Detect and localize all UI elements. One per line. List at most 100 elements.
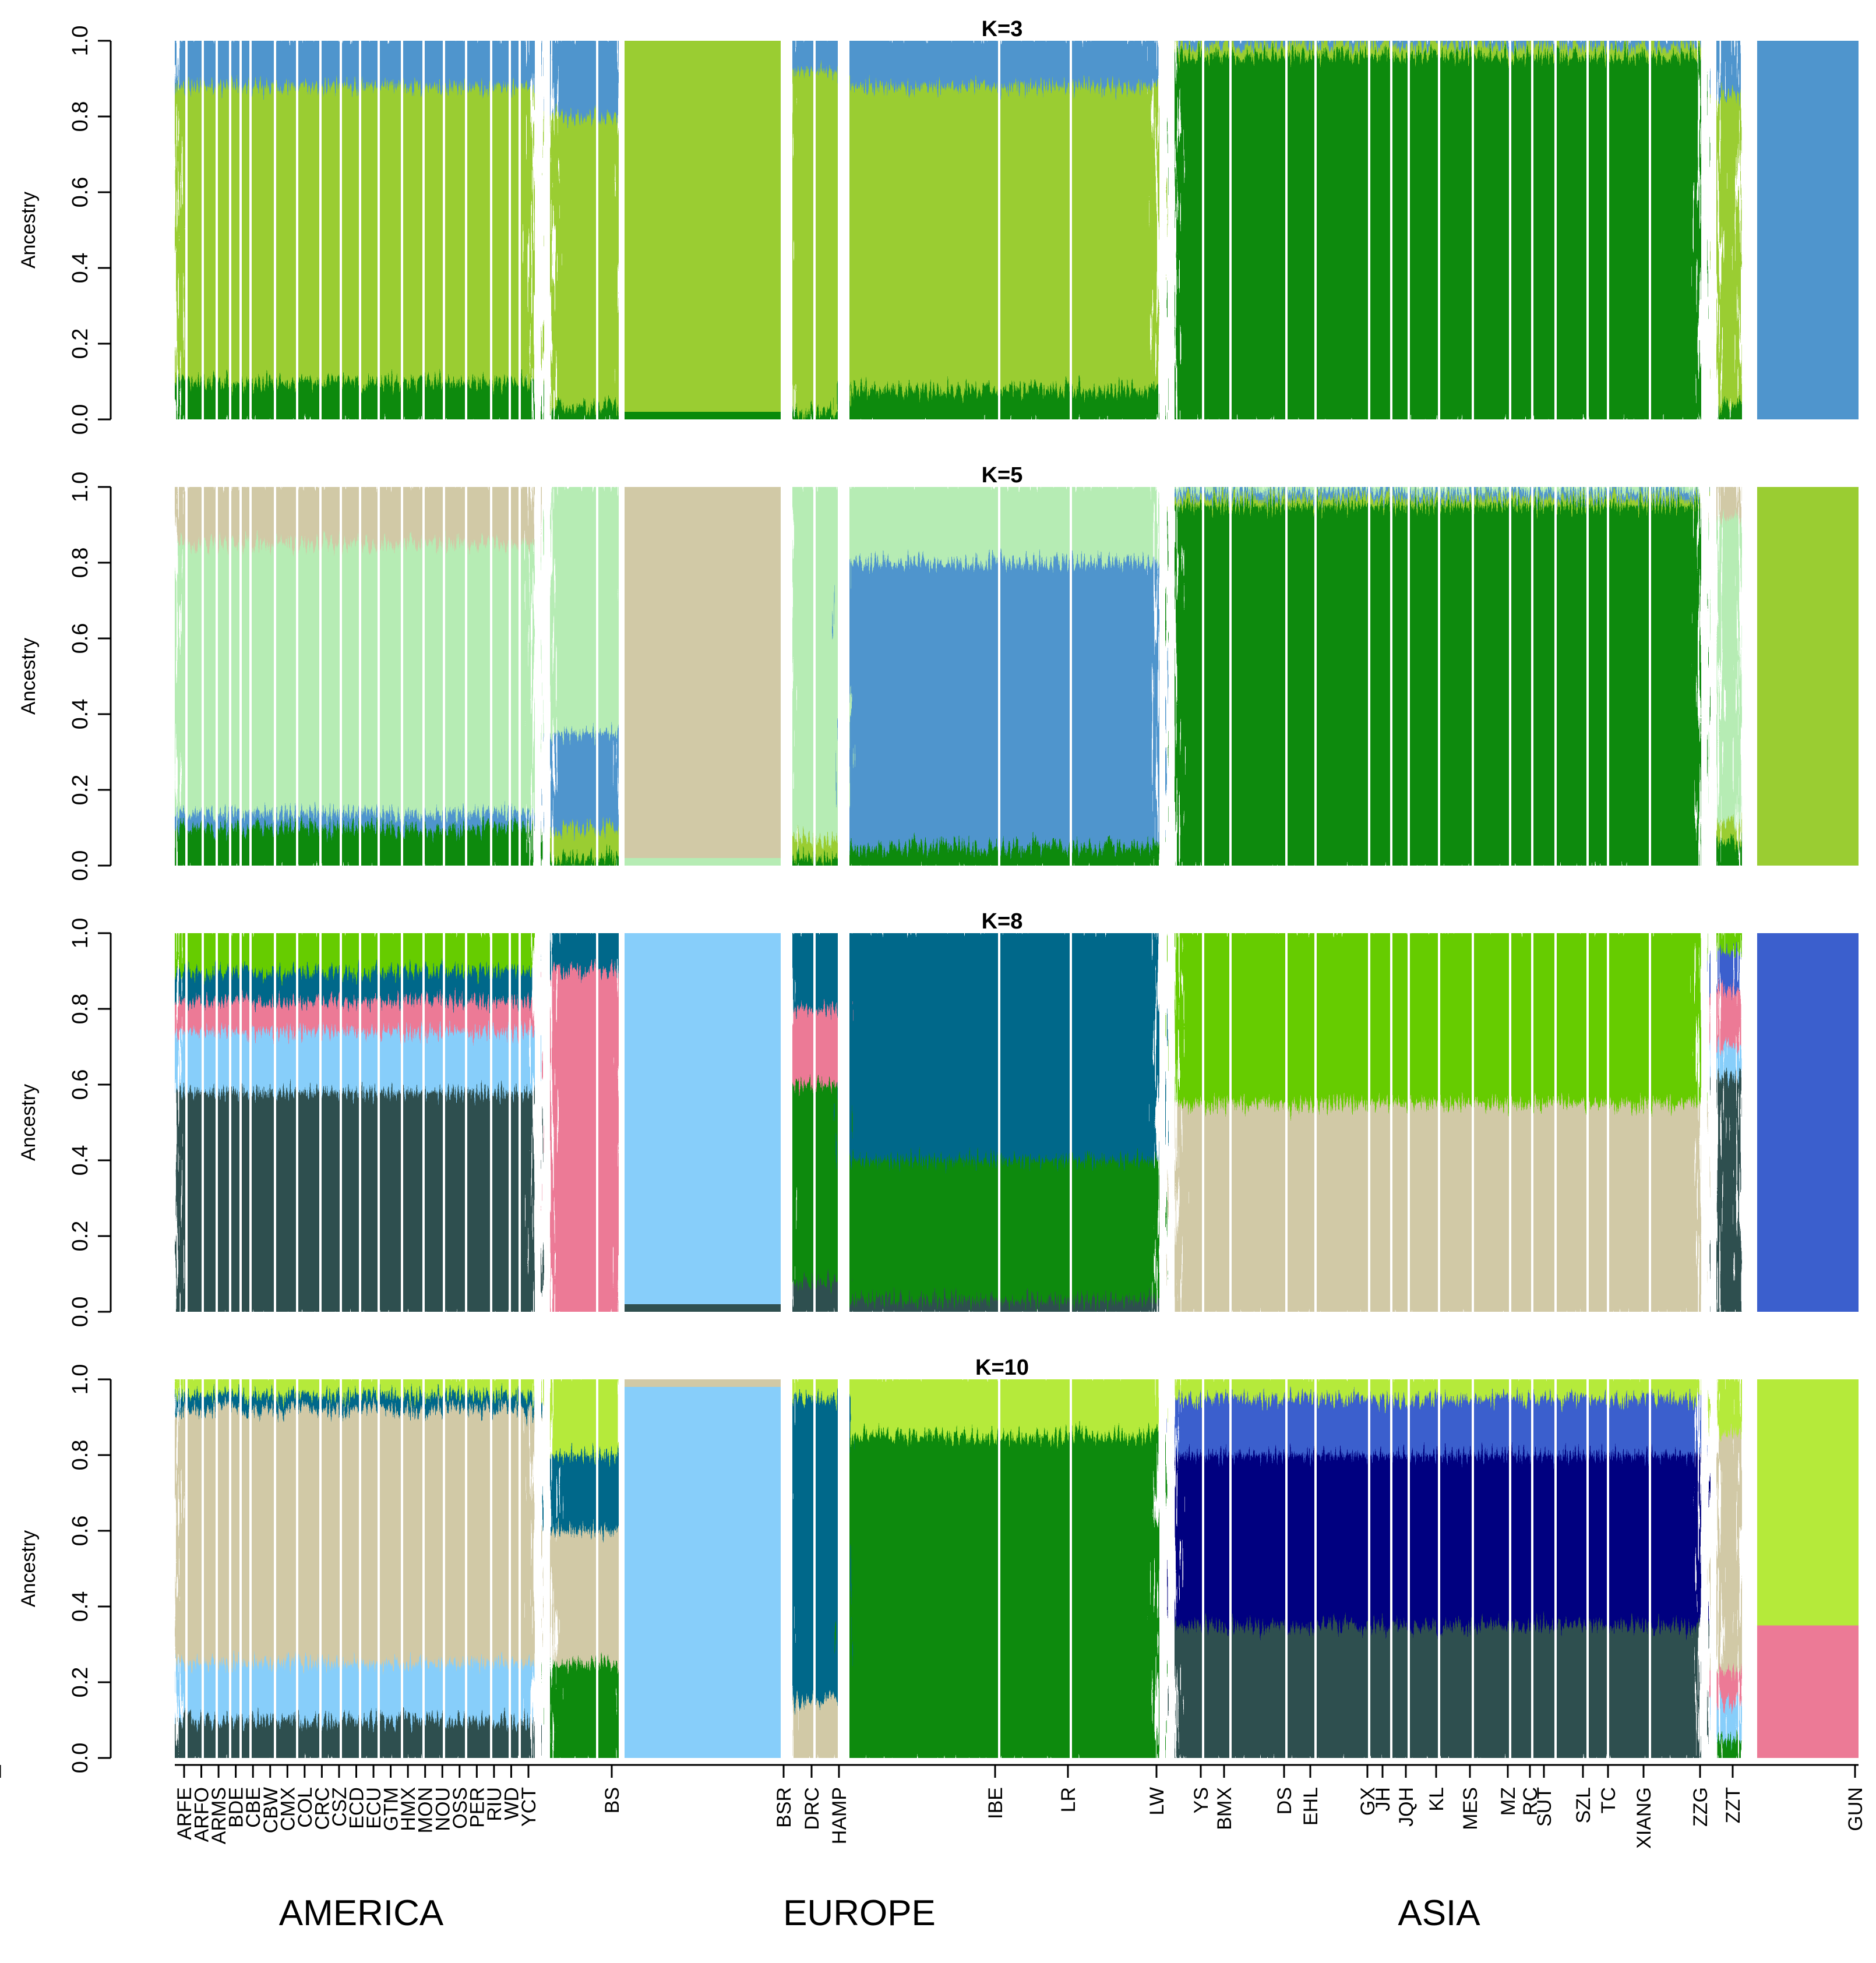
- bar-segment-europe_b-c_green_dark: [625, 412, 787, 419]
- bar-segment-america-c_mint: [175, 543, 535, 813]
- y-axis: 0.0 0.2 0.4 0.6 0.8 1.0 Ancestry: [17, 26, 112, 435]
- population-label: GUN: [1845, 1787, 1867, 1831]
- region-label-asia: ASIA: [1398, 1893, 1480, 1933]
- population-label: DS: [1274, 1787, 1296, 1814]
- bar-segment-europe_a-c_green_dark: [550, 1663, 625, 1758]
- bar-segment-gun-c_beige: [1716, 487, 1742, 517]
- bar-segment-america-c_blue_steel: [175, 813, 535, 828]
- population-label: HMX: [397, 1787, 419, 1831]
- bar-segment-gun-c_blue_steel: [1716, 41, 1742, 94]
- population-label: YS: [1190, 1787, 1212, 1813]
- bar-segment-gun-c_pink: [1716, 990, 1742, 1047]
- bar-segment-gun-c_pink: [1716, 1671, 1742, 1701]
- bar-segment-gun-c_green_dark: [1716, 839, 1742, 866]
- bar-segment-america-c_slate: [175, 1720, 535, 1758]
- y-tick-label: 0.6: [68, 1069, 93, 1100]
- y-axis-label: Ancestry: [17, 192, 40, 269]
- y-tick-label: 0.8: [68, 994, 93, 1025]
- y-tick-label: 0.2: [68, 1221, 93, 1252]
- x-axis: ARFEARFOARMSBDECBECBWCMXCOLCRCCSZECDECUG…: [0, 1764, 1867, 1849]
- bar-segment-gun-c_beige: [1716, 1436, 1742, 1671]
- bar-segment-gun-c_green_dark: [1716, 1739, 1742, 1758]
- bar-segment-gun-c_green_dark: [1716, 404, 1742, 419]
- population-separators: [185, 41, 1651, 419]
- region-label-europe: EUROPE: [783, 1893, 936, 1933]
- bar-segment-europe_a-c_green_yellow: [550, 828, 625, 858]
- bar-segment-europe_b-c_sky: [625, 933, 787, 1304]
- bar-segment-europe_a-c_teal: [550, 1455, 625, 1531]
- population-label: PER: [466, 1787, 488, 1828]
- population-label: CMX: [277, 1787, 299, 1831]
- bar-segment-gun-c_mint: [1716, 517, 1742, 820]
- bar-segment-america-c_green_dark: [175, 828, 535, 866]
- y-tick-label: 0.2: [68, 329, 93, 359]
- bar-segment-america-c_green_yellow: [175, 86, 535, 382]
- bar-segment-europe_b-c_beige: [625, 1379, 787, 1387]
- population-label: YCT: [518, 1787, 540, 1827]
- population-label: ZZT: [1722, 1787, 1744, 1823]
- y-tick-label: 0.0: [68, 1743, 93, 1774]
- bar-segment-america-c_blue_steel: [175, 41, 535, 86]
- bar-segment-america-c_slate: [175, 1092, 535, 1312]
- population-label: BMX: [1214, 1787, 1236, 1830]
- y-axis-label: Ancestry: [17, 1530, 40, 1607]
- y-tick-label: 0.6: [68, 177, 93, 208]
- y-tick-label: 0.2: [68, 775, 93, 806]
- bar-segment-gun-c_lime: [1716, 933, 1742, 952]
- population-label: RIU: [484, 1787, 506, 1821]
- bar-segment-gun-c_green_yellow: [1716, 820, 1742, 839]
- population-label: ARFE: [174, 1787, 196, 1840]
- bar-segment-gun-c_sky: [1716, 1047, 1742, 1077]
- population-label: CRC: [311, 1787, 333, 1830]
- population-label: BSR: [773, 1787, 795, 1828]
- bar-segment-america-c_sky: [175, 1032, 535, 1092]
- bar-segment-europe_a-c_blue_steel: [550, 41, 625, 116]
- bar-segment-knp-c_lime_bright: [1757, 1379, 1859, 1626]
- bar-segment-gun-c_lime_bright: [1716, 1379, 1742, 1436]
- bar-segment-europe_a-c_blue_steel: [550, 733, 625, 828]
- bar-segment-europe_b-c_beige: [625, 487, 787, 858]
- population-label: BS: [601, 1787, 623, 1813]
- region-label-america: AMERICA: [279, 1893, 444, 1933]
- panel-title: K=5: [982, 463, 1023, 488]
- bar-segment-america-c_teal: [175, 1394, 535, 1410]
- y-tick-label: 0.2: [68, 1667, 93, 1698]
- panel-k8: K=8 0.0 0.2 0.4 0.6 0.8 1.0 Ancestry: [17, 909, 1864, 1327]
- bar-segment-europe_a-c_beige: [550, 1531, 625, 1664]
- population-label: SUT: [1533, 1787, 1556, 1827]
- y-tick-label: 0.0: [68, 404, 93, 435]
- y-tick-label: 0.8: [68, 1440, 93, 1471]
- population-label: LR: [1057, 1787, 1080, 1812]
- population-label: GTM: [380, 1787, 403, 1831]
- bar-segment-knp-c_blue_steel: [1757, 41, 1859, 419]
- bar-segment-gun-c_royal: [1716, 952, 1742, 990]
- population-label: MON: [415, 1787, 437, 1833]
- y-tick-label: 0.8: [68, 548, 93, 578]
- population-label: BDE: [225, 1787, 248, 1828]
- population-label: EHL: [1300, 1787, 1322, 1826]
- population-label: CBW: [260, 1787, 282, 1833]
- bar-segment-europe_d-c_lime_bright: [844, 1379, 1159, 1436]
- bar-segment-europe_d-c_mint: [844, 487, 1159, 563]
- y-tick-label: 1.0: [68, 918, 93, 949]
- y-tick-label: 1.0: [68, 472, 93, 503]
- bar-segment-knp-c_royal: [1757, 933, 1859, 1312]
- population-label: XIANG: [1633, 1787, 1655, 1849]
- bar-segment-america-c_teal: [175, 971, 535, 1001]
- population-label: DRC: [801, 1787, 823, 1830]
- panel-k5: K=5 0.0 0.2 0.4 0.6 0.8 1.0 Ancestry: [17, 463, 1864, 881]
- bar-segment-europe_a-c_green_dark: [550, 858, 625, 866]
- population-separators: [185, 933, 1651, 1312]
- bar-segment-europe_d-c_blue_steel: [844, 41, 1159, 86]
- bar-segment-gun-c_green_yellow: [1716, 94, 1742, 404]
- population-label: JH: [1372, 1787, 1394, 1812]
- panel-title: K=8: [982, 909, 1023, 934]
- population-label: OSS: [449, 1787, 471, 1829]
- population-label: KL: [1426, 1787, 1448, 1812]
- bar-segment-america-c_lime: [175, 933, 535, 971]
- y-tick-label: 0.0: [68, 850, 93, 881]
- population-label: GX: [1357, 1787, 1379, 1816]
- bar-segment-america-c_pink: [175, 1001, 535, 1032]
- bar-segment-knp-c_pink: [1757, 1625, 1859, 1758]
